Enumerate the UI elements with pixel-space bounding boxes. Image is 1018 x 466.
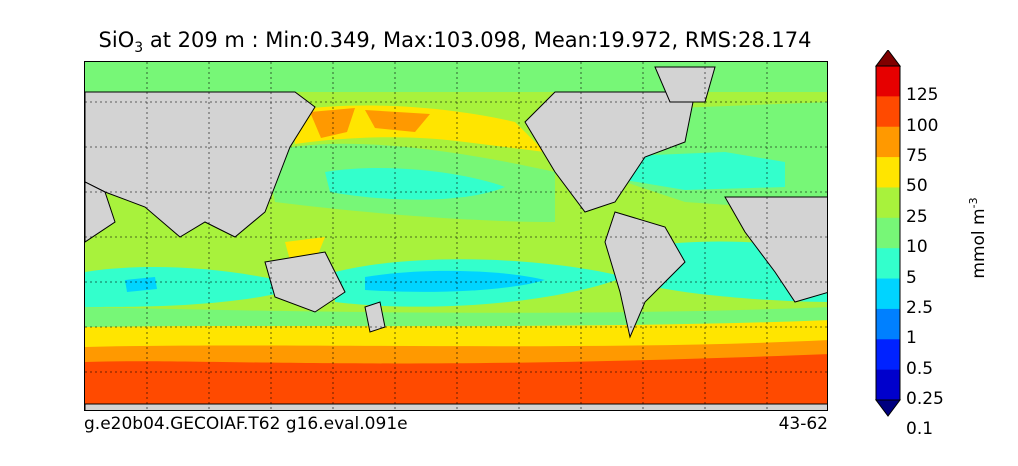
bering-orange <box>365 110 430 132</box>
colorbar-tick-label: 0.25 <box>906 389 944 409</box>
southern-ocean-mid-band <box>85 307 827 327</box>
antarctica <box>85 403 827 410</box>
south-america <box>604 211 686 339</box>
colorbar-tick-label: 0.5 <box>906 358 934 379</box>
colorbar-tick-label: 5 <box>906 267 917 288</box>
map-plot-area <box>84 61 828 411</box>
colorbar-tick-label: 50 <box>906 176 928 197</box>
colorbar-bin <box>876 66 900 97</box>
north-america <box>524 91 696 213</box>
arctic-band <box>85 62 827 92</box>
title-subscript: 3 <box>134 40 144 57</box>
colorbar-bin <box>876 308 900 340</box>
colorbar-tick-label: 100 <box>906 115 939 136</box>
south-indian-low <box>85 267 305 307</box>
ocean-field <box>85 62 827 410</box>
colorbar-bin <box>876 248 900 280</box>
colorbar-bin <box>876 217 900 249</box>
south-pacific-core <box>365 270 545 292</box>
title-variable: SiO <box>98 28 135 52</box>
colorbar-tick-label: 25 <box>906 206 928 227</box>
colorbar-extend-min <box>875 399 901 417</box>
colorbar-tick-label: 0.1 <box>906 419 934 440</box>
colorbar-bin <box>876 278 900 310</box>
colorbar-bin <box>876 157 900 188</box>
colorbar-bin <box>876 339 900 371</box>
land <box>85 66 827 410</box>
caribbean-band <box>605 152 785 190</box>
colorbar-extend-max <box>875 50 901 67</box>
colorbar <box>875 50 901 417</box>
subarctic-pacific-yellow <box>295 105 545 152</box>
map-title: SiO3 at 209 m : Min:0.349, Max:103.098, … <box>0 28 910 56</box>
colorbar-bin <box>876 187 900 219</box>
colorbar-bin <box>876 126 900 158</box>
africa-east <box>724 196 827 303</box>
africa <box>85 181 116 243</box>
graticule <box>85 62 827 410</box>
colorbar-bin <box>876 369 900 401</box>
south-indian-core <box>125 277 157 292</box>
colorbar-tick-label: 2.5 <box>906 297 934 318</box>
units-exponent: -3 <box>967 197 981 209</box>
units-base: mmol m <box>968 208 989 279</box>
colorbar-tick-label: 125 <box>906 85 939 106</box>
title-stats: at 209 m : Min:0.349, Max:103.098, Mean:… <box>143 28 812 52</box>
colorbar-bin <box>876 96 900 128</box>
colorbar-tick-label: 75 <box>906 146 928 167</box>
units-label: mmol m-3 <box>967 197 989 278</box>
okhotsk-orange <box>310 108 355 138</box>
colorbar-tick-label: 1 <box>906 328 917 349</box>
period-caption: 43-62 <box>778 414 828 434</box>
run-caption: g.e20b04.GECOIAF.T62 g16.eval.091e <box>84 414 408 434</box>
colorbar-tick-label: 10 <box>906 237 928 258</box>
southern-ocean-red <box>85 354 827 410</box>
